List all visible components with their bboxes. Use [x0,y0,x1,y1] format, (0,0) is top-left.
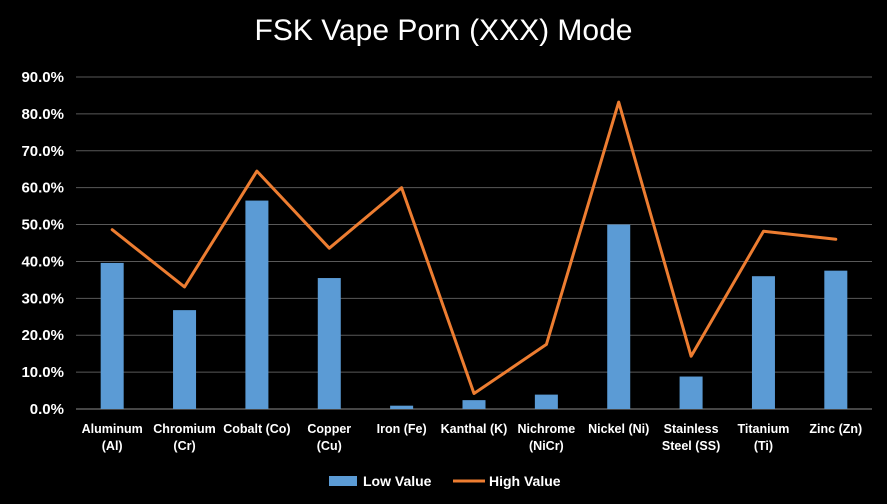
y-tick-label: 20.0% [21,327,64,344]
x-tick-label-line: Nickel (Ni) [588,422,649,436]
y-tick-label: 10.0% [21,364,64,381]
line-high-value [110,100,838,395]
bar-low-value [607,224,631,409]
legend-label-high-value: High Value [489,473,561,489]
legend: Low Value High Value [329,473,561,489]
x-tick-label-line: (Cu) [317,439,342,453]
bar-low-value [534,394,558,409]
y-tick-label: 30.0% [21,290,64,307]
bar-low-value [390,405,414,409]
y-tick-label: 60.0% [21,180,64,197]
gridlines [76,76,872,410]
x-axis-labels: Aluminum (Al) Chromium (Cr) Cobalt (Co) Coppe… [82,422,863,453]
x-tick-label-line: (Cr) [173,439,195,453]
x-tick-label-line: Copper [307,422,351,436]
x-tick-label: Iron (Fe) [377,422,427,436]
x-tick-label-line: Kanthal (K) [441,422,508,436]
x-tick-label: Stainless Steel (SS) [662,422,720,453]
bar-low-value [679,376,703,409]
x-tick-label: Copper (Cu) [307,422,351,453]
x-tick-label-line: Zinc (Zn) [809,422,862,436]
bar-low-value [317,278,341,409]
x-tick-label: Cobalt (Co) [223,422,290,436]
y-tick-label: 70.0% [21,143,64,160]
y-axis-ticks: 0.0% 10.0% 20.0% 30.0% 40.0% 50.0% 60.0% 70.0% 8… [21,69,64,418]
x-tick-label-line: Titanium [738,422,790,436]
y-tick-label: 90.0% [21,69,64,86]
x-tick-label-line: (Al) [102,439,123,453]
x-tick-label-line: Nichrome [518,422,576,436]
bar-low-value [245,200,269,409]
y-tick-label: 50.0% [21,217,64,234]
chart-title: FSK Vape Porn (XXX) Mode [254,14,633,47]
bar-low-value [100,262,124,409]
x-tick-label-line: Stainless [664,422,719,436]
y-tick-label: 40.0% [21,253,64,270]
high-value-line [110,100,838,395]
x-tick-label-line: Cobalt (Co) [223,422,290,436]
x-tick-label-line: Aluminum [82,422,143,436]
y-tick-label: 0.0% [30,401,64,418]
x-tick-label: Chromium (Cr) [153,422,216,453]
bar-low-value [173,310,197,409]
bar-low-value [824,270,848,409]
x-tick-label-line: (NiCr) [529,439,564,453]
x-tick-label: Kanthal (K) [441,422,508,436]
x-tick-label-line: Steel (SS) [662,439,720,453]
low-value-bars [100,200,848,409]
x-tick-label-line: Chromium [153,422,216,436]
x-tick-label-line: (Ti) [754,439,773,453]
y-tick-label: 80.0% [21,106,64,123]
legend-label-low-value: Low Value [363,473,432,489]
legend-swatch-low-value [329,476,357,486]
x-tick-label: Titanium (Ti) [738,422,790,453]
bar-low-value [751,276,775,409]
x-tick-label: Nickel (Ni) [588,422,649,436]
x-tick-label: Aluminum (Al) [82,422,143,453]
bar-low-value [462,400,486,409]
x-tick-label: Zinc (Zn) [809,422,862,436]
x-tick-label: Nichrome (NiCr) [518,422,576,453]
x-tick-label-line: Iron (Fe) [377,422,427,436]
